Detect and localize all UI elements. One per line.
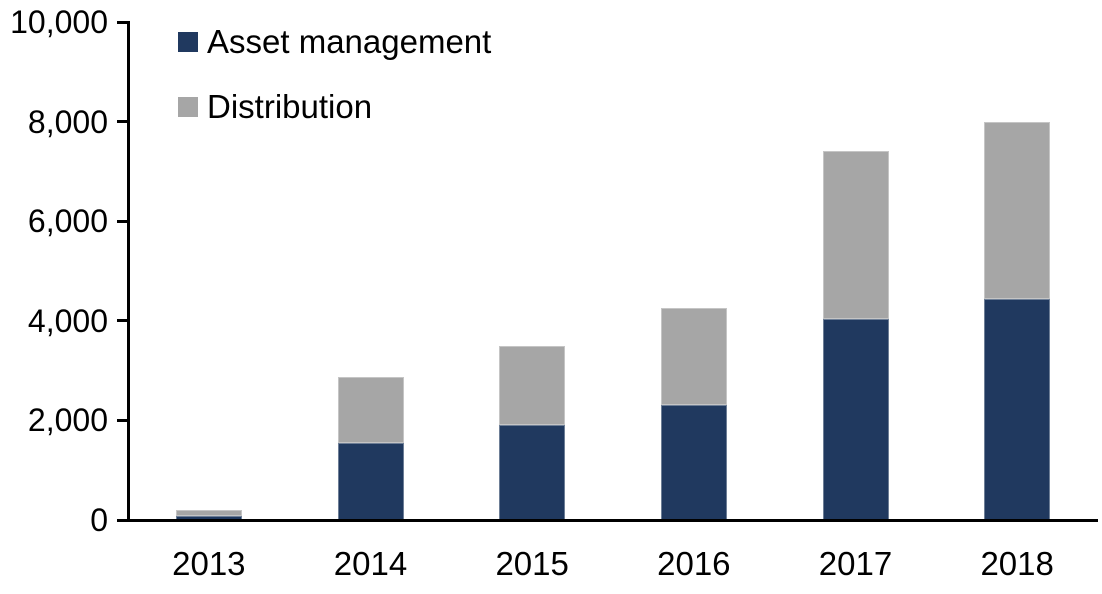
bar-2017-asset-management [822,318,889,520]
x-axis-line [117,519,1098,522]
bar-2015-distribution [499,345,566,425]
x-tick-label-2015: 2015 [495,545,569,582]
bar-2017-distribution [822,151,889,319]
legend-label-asset-management: Asset management [207,23,492,60]
y-tick-label: 6,000 [27,203,108,240]
y-tick-mark [117,418,127,422]
y-tick-mark [117,219,127,223]
bar-2015-asset-management [499,424,566,520]
bar-2016-distribution [660,308,727,405]
bar-2018-asset-management [984,298,1051,520]
bar-2016-asset-management [660,404,727,520]
legend-label-distribution: Distribution [207,88,373,125]
x-tick-label-2018: 2018 [980,545,1054,582]
legend-swatch-asset-management-icon [178,32,198,52]
y-tick-label: 0 [90,502,108,538]
x-tick-label-2013: 2013 [172,545,246,582]
y-tick-label: 8,000 [27,103,108,140]
bar-2018-distribution [984,121,1051,299]
bar-2013-distribution [175,510,242,516]
legend-swatch-distribution-icon [178,97,198,117]
y-tick-label: 2,000 [27,402,108,439]
bar-2014-distribution [337,376,404,443]
legend-item-distribution: Distribution [178,88,372,125]
x-tick-label-2014: 2014 [333,545,408,582]
y-tick-label: 10,000 [10,4,108,40]
bar-2013-asset-management [175,516,242,520]
y-tick-mark [117,120,127,124]
legend-item-asset-management: Asset management [178,23,491,60]
y-tick-label: 4,000 [27,302,108,339]
x-tick-label-2017: 2017 [818,545,893,582]
y-axis-line [127,21,130,521]
y-tick-mark [117,20,127,24]
x-tick-label-2016: 2016 [657,545,731,582]
bar-2014-asset-management [337,442,404,520]
y-tick-mark [117,319,127,323]
